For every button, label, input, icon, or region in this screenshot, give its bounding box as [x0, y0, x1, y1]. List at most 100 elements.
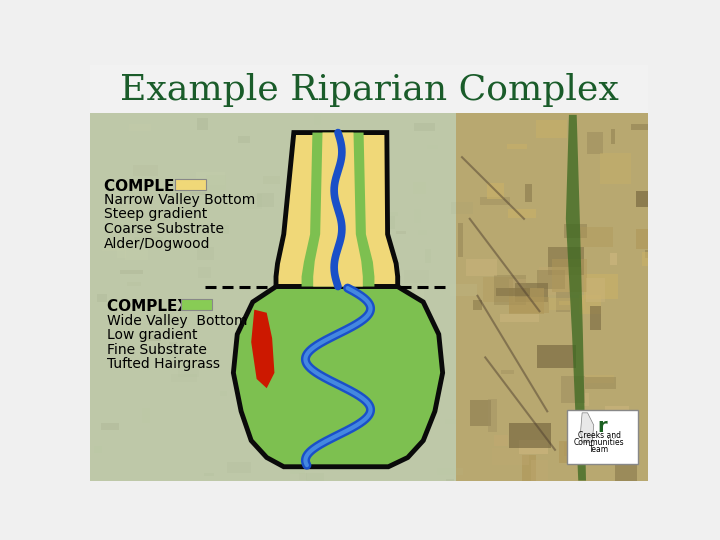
Bar	[197, 118, 209, 130]
Bar	[480, 197, 510, 205]
Bar	[274, 407, 296, 418]
Bar	[134, 237, 163, 244]
Bar	[450, 285, 477, 296]
Text: COMPLEX B: COMPLEX B	[107, 299, 206, 314]
Bar	[595, 415, 629, 419]
Bar	[381, 212, 398, 216]
Bar	[204, 473, 215, 476]
Bar	[578, 393, 589, 406]
Bar	[330, 322, 339, 329]
Bar	[358, 159, 370, 170]
Polygon shape	[233, 287, 443, 467]
Bar	[414, 123, 435, 131]
Polygon shape	[302, 132, 374, 287]
Bar	[190, 192, 206, 195]
Bar	[176, 207, 184, 219]
Bar	[547, 247, 584, 275]
Bar	[104, 224, 124, 231]
Bar	[323, 407, 346, 417]
Bar	[219, 225, 229, 234]
Bar	[616, 454, 637, 481]
Bar	[522, 455, 536, 482]
Bar	[524, 184, 532, 202]
Text: Communities: Communities	[574, 438, 624, 447]
Bar	[271, 368, 287, 382]
Bar	[206, 175, 226, 190]
Bar	[141, 335, 161, 341]
Bar	[605, 406, 629, 424]
Bar	[588, 413, 616, 424]
Bar	[266, 294, 275, 298]
Bar	[600, 153, 631, 184]
Bar	[425, 249, 431, 264]
Bar	[506, 145, 526, 149]
Text: Fine Substrate: Fine Substrate	[107, 343, 207, 357]
Bar	[132, 165, 158, 176]
Bar	[549, 299, 585, 309]
Text: Example Riparian Complex: Example Riparian Complex	[120, 73, 618, 107]
Bar	[181, 315, 205, 326]
Bar	[96, 294, 107, 302]
Bar	[199, 267, 211, 278]
Polygon shape	[313, 132, 363, 287]
Bar	[178, 364, 199, 377]
Bar	[642, 252, 653, 266]
Bar	[494, 275, 526, 305]
Bar	[166, 312, 190, 318]
Bar	[584, 274, 618, 299]
Bar	[590, 306, 601, 330]
Bar	[564, 442, 591, 456]
Bar	[238, 137, 251, 143]
Bar	[346, 164, 356, 179]
Bar	[130, 124, 151, 131]
Bar	[184, 356, 199, 366]
Bar	[648, 303, 665, 310]
Bar	[142, 408, 150, 423]
Bar	[120, 270, 143, 274]
Bar	[509, 297, 549, 313]
Bar	[414, 208, 421, 223]
Text: Tufted Hairgrass: Tufted Hairgrass	[107, 357, 220, 372]
Bar	[200, 218, 207, 228]
Bar	[127, 281, 141, 286]
Bar	[261, 312, 274, 322]
Bar	[636, 229, 674, 249]
Text: COMPLEX A: COMPLEX A	[104, 179, 203, 194]
Text: Team: Team	[589, 445, 609, 454]
Polygon shape	[566, 115, 586, 481]
Bar	[116, 190, 139, 197]
Bar	[404, 271, 429, 283]
Polygon shape	[251, 309, 274, 388]
Bar	[518, 440, 547, 454]
Bar	[451, 201, 474, 214]
Polygon shape	[276, 132, 397, 287]
Text: r: r	[598, 417, 607, 436]
Bar	[458, 222, 464, 256]
Bar	[559, 301, 572, 305]
Bar	[427, 145, 438, 149]
Bar	[227, 462, 251, 473]
Bar	[564, 224, 587, 238]
Bar	[492, 448, 529, 464]
Bar	[495, 288, 530, 295]
Bar	[580, 227, 613, 247]
Bar	[537, 346, 576, 368]
Bar	[395, 231, 406, 234]
Bar	[536, 119, 567, 138]
Bar	[289, 459, 305, 474]
Bar	[125, 249, 148, 260]
Bar	[384, 217, 395, 228]
Text: Alder/Dogwood: Alder/Dogwood	[104, 237, 210, 251]
Bar	[483, 278, 513, 302]
Bar	[561, 376, 585, 403]
Bar	[285, 295, 301, 302]
Bar	[300, 474, 307, 480]
Bar	[552, 259, 587, 292]
Bar	[257, 193, 274, 207]
Bar	[171, 374, 197, 382]
Bar	[149, 314, 172, 326]
Bar	[445, 419, 456, 424]
Bar	[102, 423, 119, 430]
Bar	[169, 342, 177, 346]
Bar	[509, 279, 526, 303]
